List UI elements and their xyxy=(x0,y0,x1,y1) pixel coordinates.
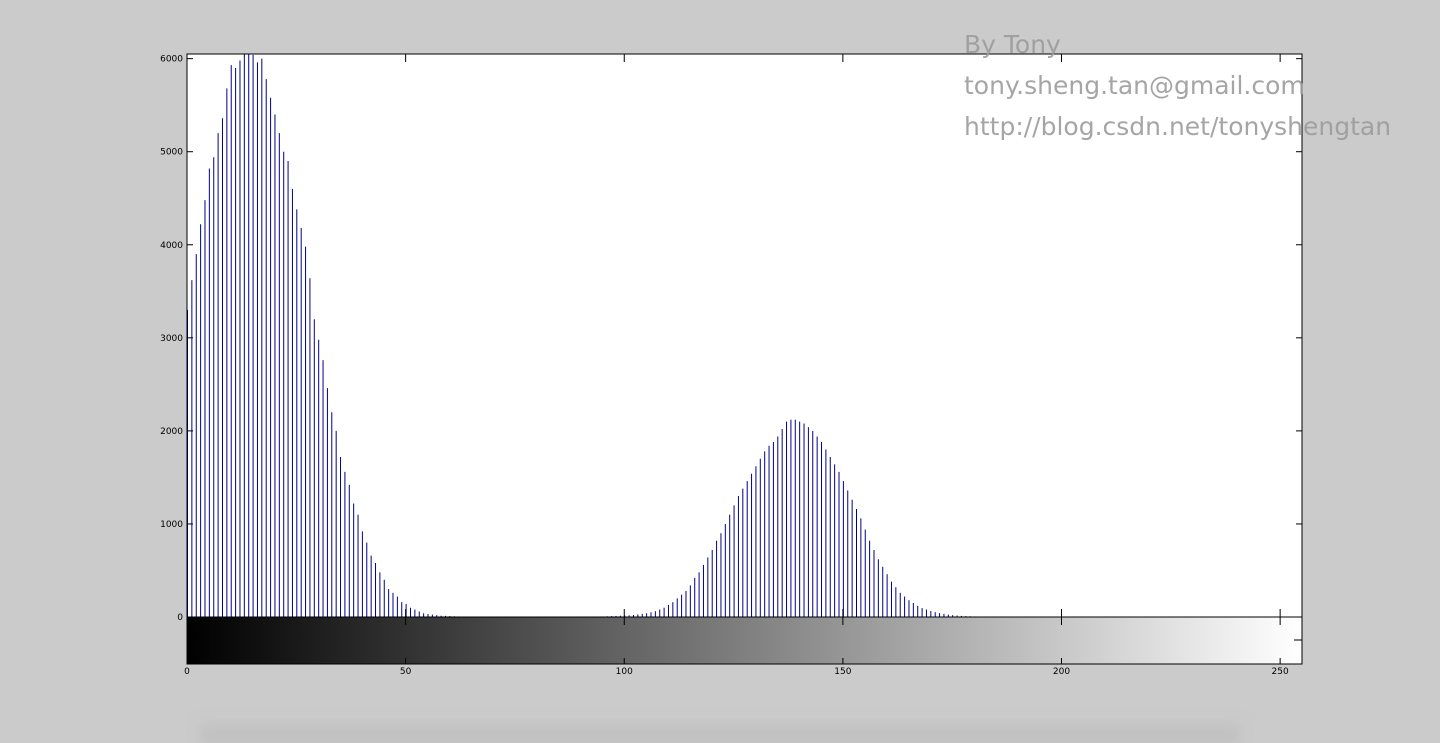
y-tick-label: 3000 xyxy=(160,334,183,344)
y-tick-label: 6000 xyxy=(160,55,183,65)
watermark: By Tony tony.sheng.tan@gmail.com http://… xyxy=(964,24,1391,147)
axes xyxy=(186,53,1303,665)
x-tick-label: 250 xyxy=(1272,667,1289,677)
y-tick-label: 0 xyxy=(177,613,183,623)
figure-bottom-shadow xyxy=(200,722,1240,743)
x-tick-label: 150 xyxy=(834,667,851,677)
y-tick-label: 4000 xyxy=(160,241,183,251)
y-tick-label: 5000 xyxy=(160,148,183,158)
plot-area xyxy=(187,54,1302,664)
grayscale-colorbar xyxy=(187,617,1302,664)
axes-box xyxy=(186,53,1303,665)
y-tick-label: 2000 xyxy=(160,427,183,437)
watermark-email: tony.sheng.tan@gmail.com xyxy=(964,71,1305,100)
y-tick-label: 1000 xyxy=(160,520,183,530)
x-tick-label: 200 xyxy=(1053,667,1070,677)
watermark-url: http://blog.csdn.net/tonyshengtan xyxy=(964,112,1392,141)
x-tick-label: 100 xyxy=(616,667,633,677)
x-tick-label: 0 xyxy=(184,667,190,677)
watermark-author: By Tony xyxy=(964,30,1061,59)
x-tick-label: 50 xyxy=(400,667,412,677)
tick-labels: 0 50 100 150 200 250 0 1000 2000 3000 4000 5000 6000 xyxy=(160,55,1289,677)
